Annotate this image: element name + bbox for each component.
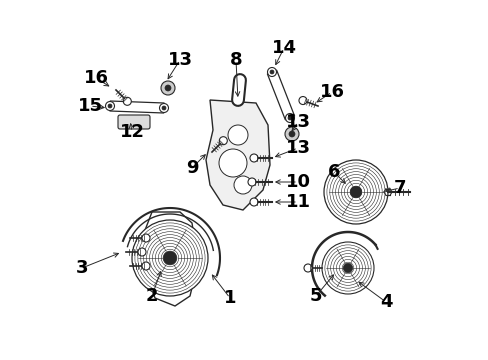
Text: 13: 13 bbox=[167, 51, 192, 69]
Circle shape bbox=[304, 264, 311, 272]
Circle shape bbox=[227, 125, 247, 145]
Circle shape bbox=[108, 104, 112, 108]
Circle shape bbox=[132, 220, 207, 296]
Circle shape bbox=[138, 248, 146, 256]
Text: 13: 13 bbox=[285, 113, 310, 131]
Text: 1: 1 bbox=[224, 289, 236, 307]
Circle shape bbox=[162, 106, 165, 110]
Circle shape bbox=[349, 186, 361, 198]
Circle shape bbox=[161, 81, 175, 95]
Circle shape bbox=[343, 263, 352, 273]
Circle shape bbox=[288, 131, 294, 137]
Text: 10: 10 bbox=[285, 173, 310, 191]
Circle shape bbox=[249, 198, 258, 206]
Text: 9: 9 bbox=[185, 159, 198, 177]
Circle shape bbox=[164, 85, 171, 91]
Circle shape bbox=[298, 96, 306, 104]
Text: 3: 3 bbox=[76, 259, 88, 277]
Text: 12: 12 bbox=[119, 123, 144, 141]
Circle shape bbox=[159, 104, 168, 112]
Text: 7: 7 bbox=[393, 179, 406, 197]
Circle shape bbox=[285, 113, 294, 122]
Polygon shape bbox=[267, 70, 294, 120]
Text: 4: 4 bbox=[379, 293, 391, 311]
Circle shape bbox=[142, 262, 150, 270]
Circle shape bbox=[287, 116, 291, 120]
Circle shape bbox=[249, 154, 258, 162]
Circle shape bbox=[321, 242, 373, 294]
FancyBboxPatch shape bbox=[118, 115, 150, 129]
Circle shape bbox=[163, 251, 177, 265]
Circle shape bbox=[247, 178, 256, 186]
Text: 2: 2 bbox=[145, 287, 158, 305]
Text: 16: 16 bbox=[319, 83, 344, 101]
Text: 13: 13 bbox=[285, 139, 310, 157]
Polygon shape bbox=[205, 100, 269, 210]
Circle shape bbox=[123, 97, 131, 105]
Text: 5: 5 bbox=[309, 287, 322, 305]
Circle shape bbox=[324, 160, 387, 224]
Circle shape bbox=[234, 176, 251, 194]
Circle shape bbox=[269, 70, 273, 74]
Text: 6: 6 bbox=[327, 163, 340, 181]
Text: 11: 11 bbox=[285, 193, 310, 211]
Circle shape bbox=[219, 149, 246, 177]
Circle shape bbox=[285, 127, 298, 141]
Text: 16: 16 bbox=[83, 69, 108, 87]
Text: 15: 15 bbox=[77, 97, 102, 115]
Circle shape bbox=[105, 102, 114, 111]
Circle shape bbox=[219, 137, 227, 145]
Circle shape bbox=[142, 234, 150, 242]
Text: 14: 14 bbox=[271, 39, 296, 57]
Circle shape bbox=[267, 68, 276, 77]
Text: 8: 8 bbox=[229, 51, 242, 69]
Polygon shape bbox=[110, 101, 164, 113]
